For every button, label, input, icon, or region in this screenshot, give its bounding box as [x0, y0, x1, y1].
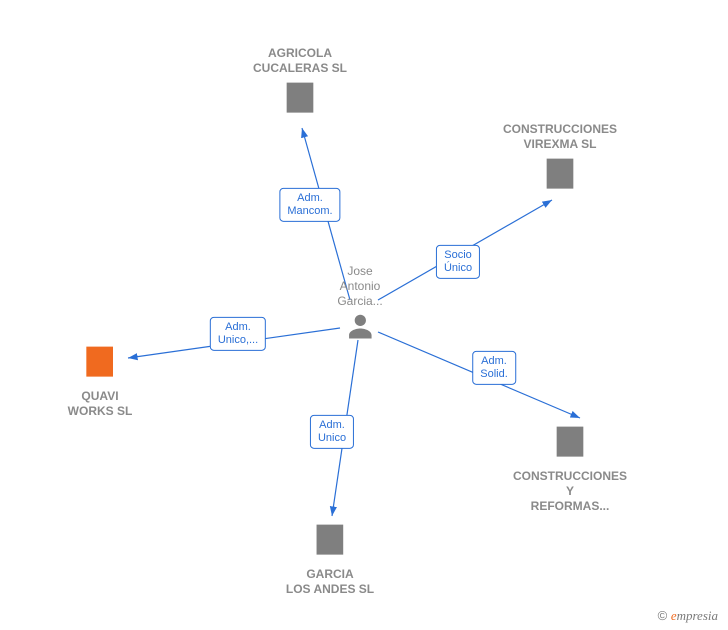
company-label: CONSTRUCCIONES Y REFORMAS... — [513, 469, 627, 514]
company-node-agricola[interactable]: AGRICOLA CUCALERAS SL — [253, 42, 347, 121]
copyright-symbol: © — [658, 608, 668, 623]
attribution: © empresia — [658, 608, 718, 624]
building-icon — [280, 76, 320, 116]
company-node-garcia[interactable]: GARCIA LOS ANDES SL — [286, 518, 374, 597]
building-icon — [550, 420, 590, 460]
company-label: QUAVI WORKS SL — [68, 389, 133, 419]
building-icon — [310, 518, 350, 558]
building-icon — [540, 152, 580, 192]
person-icon — [345, 328, 375, 345]
edge-label-reformas[interactable]: Adm. Solid. — [472, 351, 516, 385]
company-node-quavi[interactable]: QUAVI WORKS SL — [68, 340, 133, 419]
edge-label-garcia[interactable]: Adm. Unico — [310, 415, 354, 449]
company-label: GARCIA LOS ANDES SL — [286, 567, 374, 597]
building-icon — [80, 340, 120, 380]
company-label: AGRICOLA CUCALERAS SL — [253, 46, 347, 76]
brand-rest: mpresia — [677, 608, 718, 623]
company-node-virexma[interactable]: CONSTRUCCIONES VIREXMA SL — [503, 118, 617, 197]
company-node-reformas[interactable]: CONSTRUCCIONES Y REFORMAS... — [513, 420, 627, 514]
edge-label-virexma[interactable]: Socio Único — [436, 245, 480, 279]
edge-label-agricola[interactable]: Adm. Mancom. — [279, 188, 340, 222]
edge-label-quavi[interactable]: Adm. Unico,... — [210, 317, 266, 351]
center-person-label: Jose Antonio Garcia... — [337, 264, 382, 309]
company-label: CONSTRUCCIONES VIREXMA SL — [503, 122, 617, 152]
center-person-node[interactable]: Jose Antonio Garcia... — [337, 260, 382, 346]
network-diagram: Jose Antonio Garcia... AGRICOLA CUCALERA… — [0, 0, 728, 630]
